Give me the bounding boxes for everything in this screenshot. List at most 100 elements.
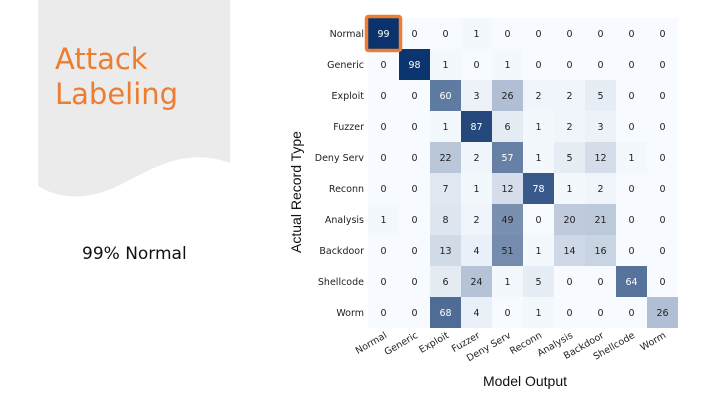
y-tick-label: Analysis [325,215,364,226]
heatmap-cell [461,80,492,111]
heatmap-cell [647,297,678,328]
heatmap-cell [430,297,461,328]
cell-value-label: 0 [380,246,386,257]
heatmap-cell [368,266,399,297]
cell-value-label: 7 [442,184,448,195]
cell-value-label: 2 [597,184,603,195]
cell-value-label: 0 [659,29,665,40]
cell-value-label: 0 [411,308,417,319]
heatmap-cell [616,80,647,111]
cell-value-label: 0 [535,215,541,226]
cell-value-label: 60 [439,91,451,102]
cell-value-label: 87 [470,122,482,133]
heatmap-cell [554,18,585,49]
cell-value-label: 22 [439,153,451,164]
title-panel [38,0,230,210]
heatmap-cell [399,173,430,204]
cell-value-label: 0 [659,184,665,195]
cell-value-label: 1 [535,153,541,164]
heatmap-cell [492,49,523,80]
cell-value-label: 1 [628,153,634,164]
heatmap-cell [492,235,523,266]
y-tick-label: Deny Serv [315,153,365,164]
heatmap-cell [368,142,399,173]
heatmap-cell [368,18,399,49]
cell-value-label: 0 [411,153,417,164]
cell-value-label: 0 [535,29,541,40]
heatmap-cell [647,173,678,204]
heatmap-cell [585,49,616,80]
heatmap-cell [585,204,616,235]
heatmap-cell [616,49,647,80]
heatmap-cell [430,18,461,49]
heatmap-cell [647,266,678,297]
cell-value-label: 0 [504,29,510,40]
y-tick-label: Generic [327,60,364,71]
highlight-box [364,14,403,53]
cell-value-label: 0 [442,29,448,40]
cell-value-label: 57 [501,153,513,164]
heatmap-cell [585,111,616,142]
cell-value-label: 0 [380,91,386,102]
cell-value-label: 0 [380,277,386,288]
cell-value-label: 0 [628,91,634,102]
heatmap-cell [399,204,430,235]
heatmap-cell [399,297,430,328]
cell-value-label: 0 [659,91,665,102]
cell-value-label: 0 [411,215,417,226]
heatmap-cell [461,18,492,49]
heatmap-cell [616,142,647,173]
y-tick-label: Backdoor [319,246,364,257]
cell-value-label: 26 [501,91,513,102]
cell-value-label: 1 [535,246,541,257]
heatmap-cell [461,266,492,297]
heatmap-cell [461,297,492,328]
cell-value-label: 5 [535,277,541,288]
cell-value-label: 64 [625,277,637,288]
heatmap-cell [616,111,647,142]
cell-value-label: 2 [566,91,572,102]
cell-value-label: 0 [566,60,572,71]
heatmap-cell [399,266,430,297]
cell-value-label: 0 [411,277,417,288]
cell-value-label: 0 [628,184,634,195]
cell-value-label: 1 [504,60,510,71]
heatmap-cell [523,204,554,235]
heatmap-cell [523,297,554,328]
heatmap-cell [647,49,678,80]
cell-value-label: 2 [473,215,479,226]
cell-value-label: 5 [597,91,603,102]
heatmap-cell [616,18,647,49]
heatmap-cell [554,49,585,80]
y-tick-labels: Normal Generic Exploit Fuzzer Deny Serv Recon… [315,29,365,319]
heatmap-cell [492,80,523,111]
x-tick-label: Generic [383,330,420,358]
heatmap-cell [461,49,492,80]
cell-value-label: 0 [597,277,603,288]
cell-value-label: 8 [442,215,448,226]
cell-value-label: 0 [597,29,603,40]
cell-value-label: 0 [473,60,479,71]
cell-value-label: 2 [473,153,479,164]
title-panel-background [38,0,230,197]
heatmap-cell [523,266,554,297]
cell-value-label: 78 [532,184,544,195]
heatmap-cell [492,266,523,297]
heatmap-cell [616,266,647,297]
heatmap-cell [616,297,647,328]
cell-value-label: 1 [442,122,448,133]
heatmap-cell [399,142,430,173]
heatmap-cell [585,173,616,204]
cell-value-label: 0 [504,308,510,319]
cell-value-label: 14 [563,246,575,257]
cell-value-label: 0 [566,277,572,288]
heatmap-cell [523,173,554,204]
heatmap-cell [461,142,492,173]
heatmap-cell [647,204,678,235]
cell-value-label: 21 [594,215,606,226]
cell-value-label: 0 [628,246,634,257]
heatmap-cell [430,204,461,235]
heatmap-cell [647,18,678,49]
cell-value-label: 0 [411,246,417,257]
